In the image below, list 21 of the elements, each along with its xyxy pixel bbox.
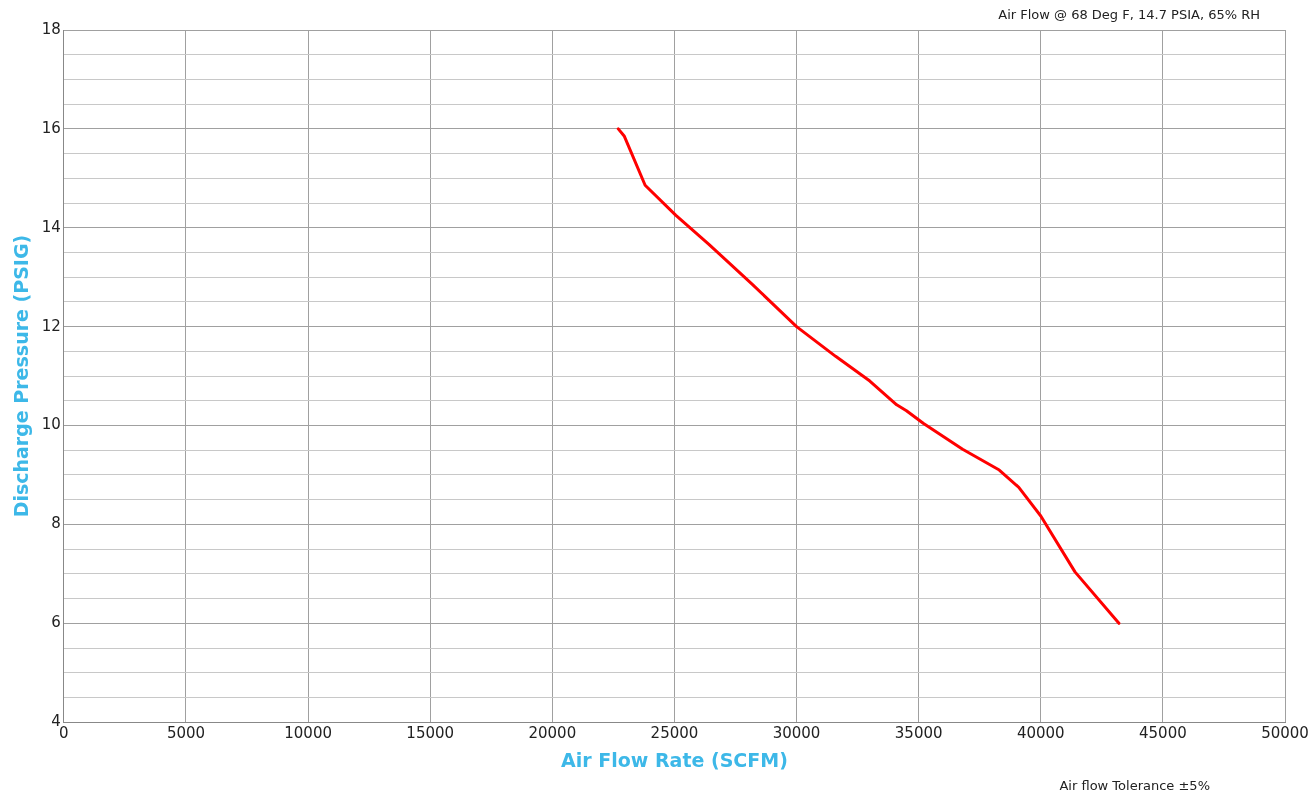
x-tick-label: 25000: [650, 724, 699, 743]
y-tick-label: 6: [51, 613, 61, 632]
x-tick-label: 40000: [1016, 724, 1065, 743]
y-tick-label: 16: [41, 118, 61, 137]
y-tick-label: 8: [51, 514, 61, 533]
x-tick-label: 5000: [166, 724, 206, 743]
x-tick-label: 15000: [406, 724, 455, 743]
text: Air Flow @ 68 Deg F, 14.7 PSIA, 65% RH: [998, 6, 1260, 22]
x-axis-title: Air Flow Rate (SCFM): [561, 748, 788, 771]
x-tick-label: 30000: [772, 724, 821, 743]
y-tick-label: 18: [41, 19, 61, 38]
x-tick-label: 10000: [284, 724, 332, 743]
text: Air flow Tolerance ±5%: [1059, 777, 1210, 793]
x-tick-label: 50000: [1261, 724, 1309, 743]
x-tick-label: 20000: [528, 724, 577, 743]
y-axis-title: Discharge Pressure (PSIG): [10, 234, 33, 518]
y-tick-label: 10: [41, 415, 61, 434]
x-tick-label: 45000: [1139, 724, 1187, 743]
y-tick-label: 12: [41, 316, 61, 335]
y-tick-label: 14: [41, 217, 61, 236]
x-tick-label: 35000: [894, 724, 943, 743]
